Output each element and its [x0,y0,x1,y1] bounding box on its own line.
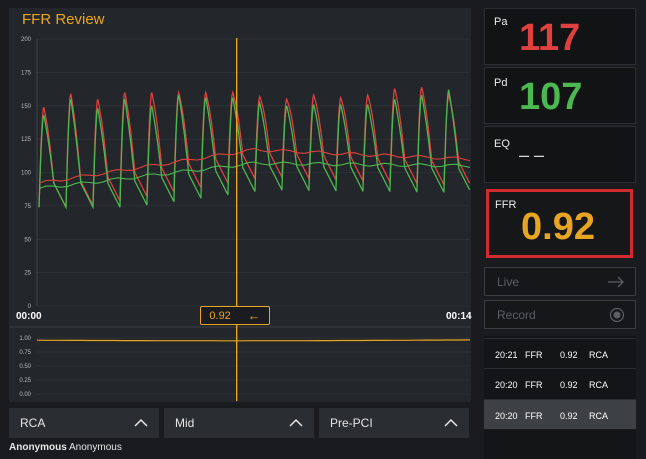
record-button-label: Record [497,307,536,322]
pd-series-line [38,89,471,210]
phase-select[interactable]: Pre-PCI [319,408,469,438]
arrow-left-icon: ← [247,308,261,323]
y-tick-label: 200 [21,37,32,43]
segment-select[interactable]: Mid [164,408,314,438]
arrow-right-icon [608,276,624,287]
record-button[interactable]: Record [484,300,636,329]
history-row-partial [484,429,636,459]
y-tick-label: 50 [24,237,31,243]
y-tick-label: 0 [28,304,32,310]
vessel-select[interactable]: RCA [9,408,159,438]
cursor-value: 0.92 [209,309,231,322]
y-tick-label: 75 [24,204,31,210]
ratio-tick-label: 0.50 [19,364,31,370]
pd-mean-line [38,161,471,190]
y-tick-label: 150 [21,104,32,110]
ffr-card: FFR 0.92 [486,189,633,258]
eq-card: EQ – – [484,126,636,183]
time-end-label: 00:14 [446,311,472,322]
segment-select-value: Mid [175,416,195,430]
pd-label: Pd [494,77,508,89]
cursor-readout[interactable]: 0.92 ← [200,306,270,325]
pa-label: Pa [494,16,508,28]
patient-last-name: Anonymous [69,442,122,453]
history-row-selected[interactable]: 20:20 FFR 0.92 RCA [484,399,636,429]
time-start-label: 00:00 [16,311,42,322]
pd-card: Pd 107 [484,67,636,124]
vessel-select-value: RCA [20,416,46,430]
eq-label: EQ [494,138,510,150]
ratio-series-line [36,339,471,342]
ratio-tick-label: 0.75 [19,350,31,356]
eq-value: – – [519,145,545,165]
y-tick-label: 25 [24,271,31,277]
ffr-label: FFR [495,199,517,211]
pa-value: 117 [519,17,581,59]
history-row[interactable]: 20:20 FFR 0.92 RCA [484,368,636,398]
chevron-up-icon [444,418,458,427]
y-tick-label: 125 [21,137,32,143]
ratio-tick-label: 0.25 [19,378,31,384]
live-button[interactable]: Live [484,267,636,296]
ratio-tick-label: 0.00 [19,392,31,398]
live-button-label: Live [497,274,520,289]
chevron-up-icon [134,418,148,427]
waveform-panel [9,8,471,402]
pa-series-line [38,87,471,208]
app-title: FFR Review [22,11,105,28]
y-tick-label: 175 [21,70,32,76]
patient-first-name: Anonymous [9,442,67,453]
ratio-tick-label: 1.00 [19,336,31,342]
pd-value: 107 [519,76,583,118]
record-icon [609,307,625,322]
patient-name: Anonymous Anonymous [9,442,122,453]
y-tick-label: 100 [21,171,32,177]
history-row[interactable]: 20:21 FFR 0.92 RCA [484,338,636,368]
pa-card: Pa 117 [484,8,636,65]
phase-select-value: Pre-PCI [330,416,373,430]
measurement-history: 20:21 FFR 0.92 RCA 20:20 FFR 0.92 RCA 20… [484,336,636,459]
ffr-value: 0.92 [521,206,595,248]
chevron-up-icon [289,418,303,427]
pa-mean-line [38,148,471,184]
